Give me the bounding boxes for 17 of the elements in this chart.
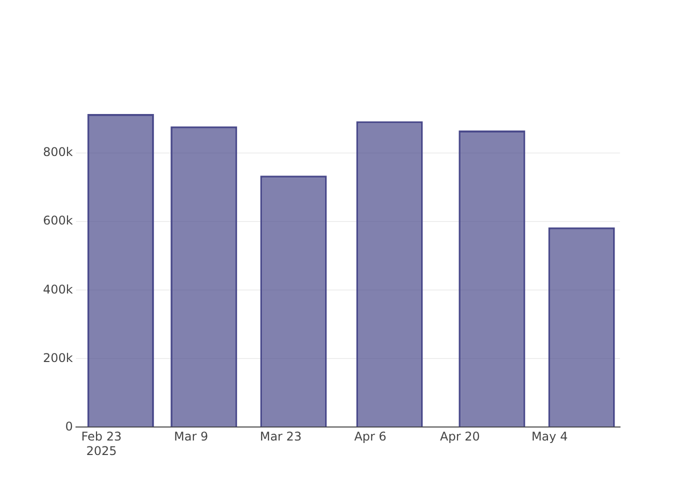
x-tick-label: Apr 6 — [354, 430, 386, 444]
y-tick-label: 600k — [42, 214, 73, 228]
x-tick-label: May 4 — [531, 430, 568, 444]
bar — [356, 121, 423, 427]
bar — [458, 130, 526, 427]
x-tick-label: Feb 23 2025 — [81, 430, 122, 458]
y-tick-label: 800k — [42, 145, 73, 160]
bar — [548, 227, 615, 427]
y-tick-label: 400k — [42, 282, 73, 296]
y-tick-label: 200k — [42, 350, 73, 365]
bar — [87, 114, 154, 427]
x-tick-label: Apr 20 — [440, 430, 480, 444]
y-tick-label: 0 — [65, 419, 73, 434]
x-tick-label: Mar 9 — [174, 430, 208, 444]
bar — [260, 176, 327, 427]
x-tick-label: Mar 23 — [260, 430, 302, 444]
bar — [170, 126, 238, 427]
